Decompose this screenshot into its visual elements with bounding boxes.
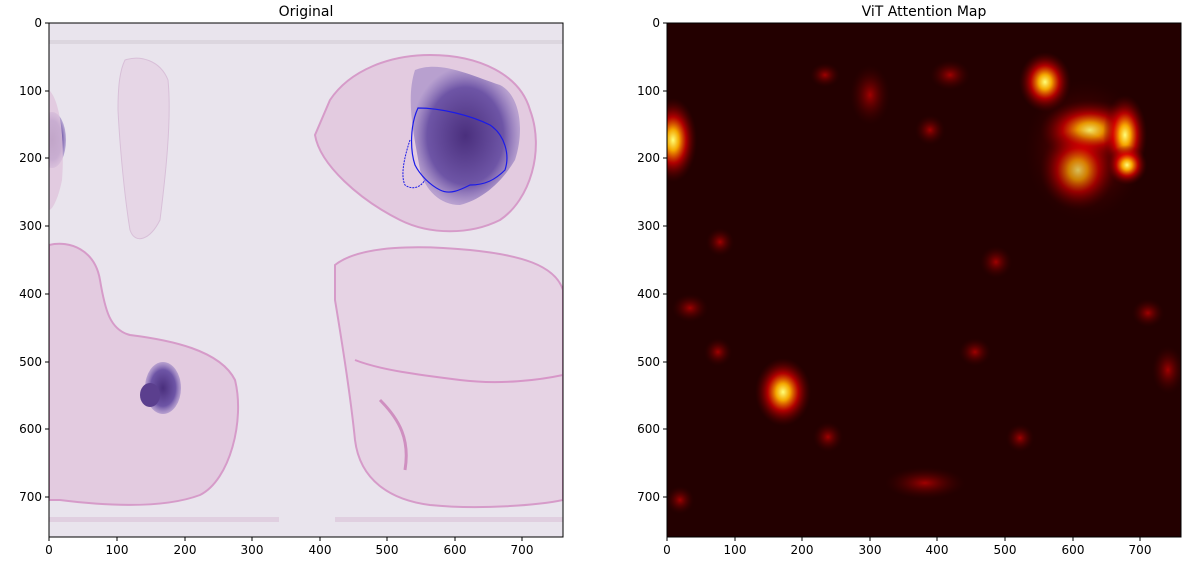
x-tick-label: 600 [1062, 543, 1085, 557]
axes-frame-attention [666, 22, 1182, 538]
attention-heatmap [667, 23, 1181, 537]
y-tick-label: 0 [34, 16, 42, 30]
x-tick-label: 0 [663, 543, 671, 557]
x-tick-label: 500 [994, 543, 1017, 557]
x-tick-label: 700 [1129, 543, 1152, 557]
axes-frame-original [48, 22, 564, 538]
y-tick-label: 500 [19, 355, 42, 369]
y-axis-original: 0 100 200 300 400 500 600 700 [19, 16, 49, 504]
y-tick-label: 300 [19, 219, 42, 233]
y-tick-label: 400 [637, 287, 660, 301]
x-tick-label: 200 [791, 543, 814, 557]
y-axis-attention: 0 100 200 300 400 500 600 700 [637, 16, 667, 504]
x-tick-label: 300 [859, 543, 882, 557]
y-tick-label: 200 [637, 151, 660, 165]
x-tick-label: 400 [309, 543, 332, 557]
x-tick-label: 600 [444, 543, 467, 557]
panel-attention: ViT Attention Map [637, 4, 1182, 557]
x-axis-original: 0 100 200 300 400 500 600 700 [45, 537, 533, 557]
y-tick-label: 0 [652, 16, 660, 30]
tumor-contour [411, 107, 508, 193]
slide-image [49, 23, 563, 537]
x-tick-label: 0 [45, 543, 53, 557]
y-tick-label: 300 [637, 219, 660, 233]
panel-original: Original [19, 4, 564, 557]
x-tick-label: 300 [241, 543, 264, 557]
x-tick-label: 200 [174, 543, 197, 557]
y-tick-label: 700 [637, 490, 660, 504]
x-tick-label: 100 [724, 543, 747, 557]
x-tick-label: 700 [511, 543, 534, 557]
panel-title-original: Original [279, 4, 334, 20]
x-tick-label: 500 [376, 543, 399, 557]
y-tick-label: 100 [19, 84, 42, 98]
y-tick-label: 100 [637, 84, 660, 98]
x-tick-label: 400 [926, 543, 949, 557]
panel-title-attention: ViT Attention Map [862, 4, 987, 20]
y-tick-label: 700 [19, 490, 42, 504]
y-tick-label: 600 [637, 422, 660, 436]
y-tick-label: 500 [637, 355, 660, 369]
y-tick-label: 200 [19, 151, 42, 165]
x-axis-attention: 0 100 200 300 400 500 600 700 [663, 537, 1151, 557]
y-tick-label: 600 [19, 422, 42, 436]
x-tick-label: 100 [106, 543, 129, 557]
y-tick-label: 400 [19, 287, 42, 301]
